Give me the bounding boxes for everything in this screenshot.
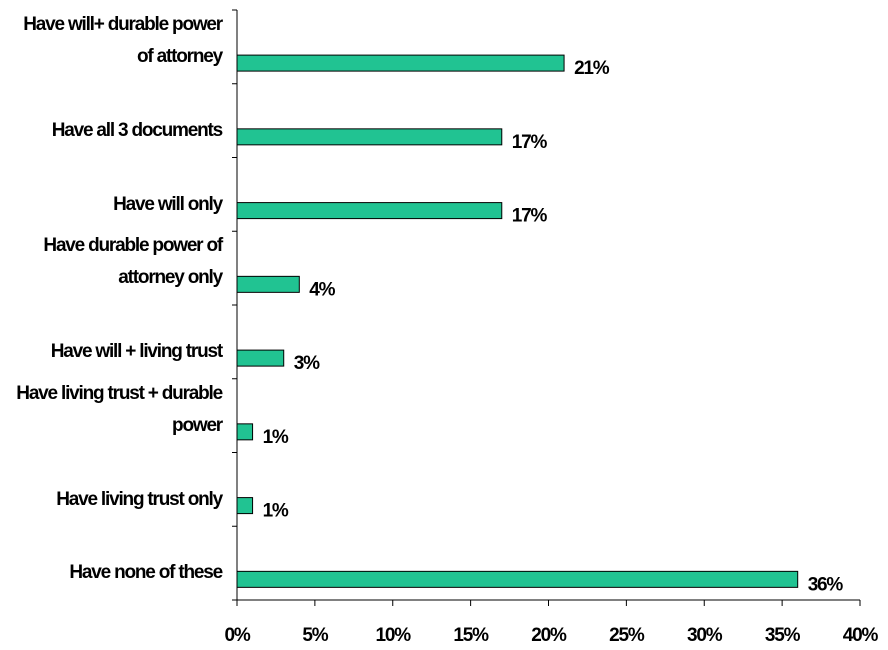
bar: [236, 54, 565, 72]
x-tick-label: 30%: [687, 625, 723, 646]
x-tick-label: 0%: [224, 625, 250, 646]
x-tick-label: 25%: [609, 625, 645, 646]
value-label: 21%: [574, 58, 610, 79]
category-text: Have will+ durable power of attorney: [23, 14, 223, 68]
category-text: Have living trust + durable power: [16, 382, 223, 436]
category-label: Have will + living trust: [0, 275, 223, 368]
bar: [236, 128, 503, 146]
bar: [236, 202, 503, 220]
x-tick-label: 40%: [843, 625, 879, 646]
x-tick-label: 5%: [302, 625, 328, 646]
category-label: Have all 3 documents: [0, 54, 223, 147]
category-text: Have will + living trust: [50, 341, 223, 363]
category-label: Have will+ durable power of attorney: [0, 0, 223, 73]
category-text: Have all 3 documents: [51, 119, 223, 141]
value-label: 17%: [512, 206, 548, 227]
bar: [236, 423, 254, 441]
x-tick-label: 10%: [376, 625, 412, 646]
x-tick-label: 20%: [531, 625, 567, 646]
x-tick-label: 35%: [765, 625, 801, 646]
bar: [236, 275, 300, 293]
bar: [236, 349, 285, 367]
x-tick-label: 15%: [453, 625, 489, 646]
value-label: 36%: [808, 574, 844, 595]
bar: [236, 570, 799, 588]
value-label: 3%: [294, 353, 320, 374]
category-label: Have living trust + durable power: [0, 349, 223, 442]
value-label: 4%: [309, 279, 335, 300]
value-label: 1%: [263, 501, 289, 522]
bar: [236, 497, 254, 515]
category-label: Have none of these: [0, 496, 223, 589]
category-text: Have will only: [113, 193, 223, 215]
value-label: 1%: [263, 427, 289, 448]
category-label: Have living trust only: [0, 423, 223, 516]
category-label: Have will only: [0, 128, 223, 221]
category-text: Have durable power of attorney only: [43, 235, 223, 289]
category-label: Have durable power of attorney only: [0, 201, 223, 294]
category-text: Have none of these: [69, 562, 223, 584]
category-text: Have living trust only: [56, 488, 223, 510]
value-label: 17%: [512, 132, 548, 153]
